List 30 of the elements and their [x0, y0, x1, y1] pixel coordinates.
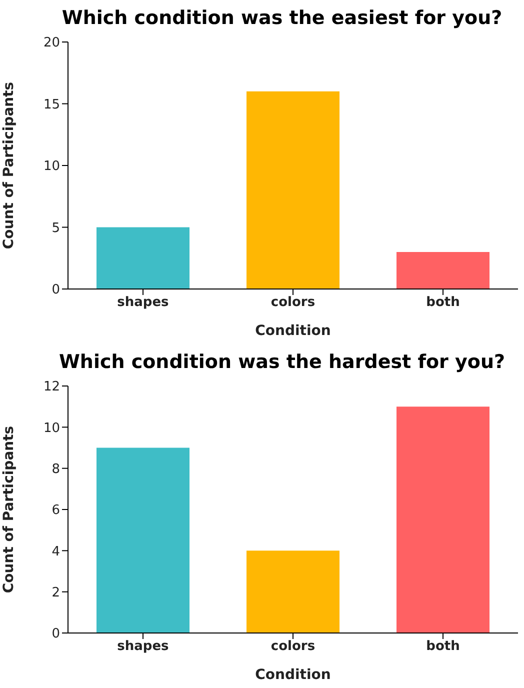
y-axis-title: Count of Participants [0, 82, 17, 250]
y-tick-label: 10 [43, 420, 60, 436]
x-axis-title: Condition [255, 323, 331, 339]
y-tick-label: 4 [52, 544, 60, 560]
x-tick-label: shapes [117, 639, 170, 654]
x-axis-title: Condition [255, 667, 331, 683]
y-axis-title: Count of Participants [0, 426, 17, 594]
bar [96, 227, 190, 289]
bar [396, 406, 490, 633]
y-tick-label: 10 [43, 159, 60, 174]
x-tick-label: colors [270, 639, 316, 654]
x-tick-label: both [426, 639, 460, 654]
bar [96, 448, 190, 633]
chart-title: Which condition was the hardest for you? [58, 350, 506, 375]
y-tick-label: 15 [43, 97, 60, 112]
y-tick-label: 2 [52, 585, 60, 600]
bar [246, 91, 340, 289]
y-tick-label: 0 [52, 626, 60, 642]
y-tick-label: 12 [43, 380, 60, 395]
y-tick-label: 6 [52, 503, 60, 518]
y-tick-label: 0 [52, 282, 60, 298]
x-tick-label: shapes [117, 295, 170, 310]
chart-title: Which condition was the easiest for you? [60, 6, 504, 31]
bar [396, 252, 490, 289]
x-tick-label: both [426, 295, 460, 310]
y-tick-label: 20 [43, 36, 60, 51]
y-tick-label: 5 [52, 220, 60, 236]
bar [246, 550, 340, 633]
y-tick-label: 8 [52, 462, 60, 477]
x-tick-label: colors [270, 295, 316, 310]
